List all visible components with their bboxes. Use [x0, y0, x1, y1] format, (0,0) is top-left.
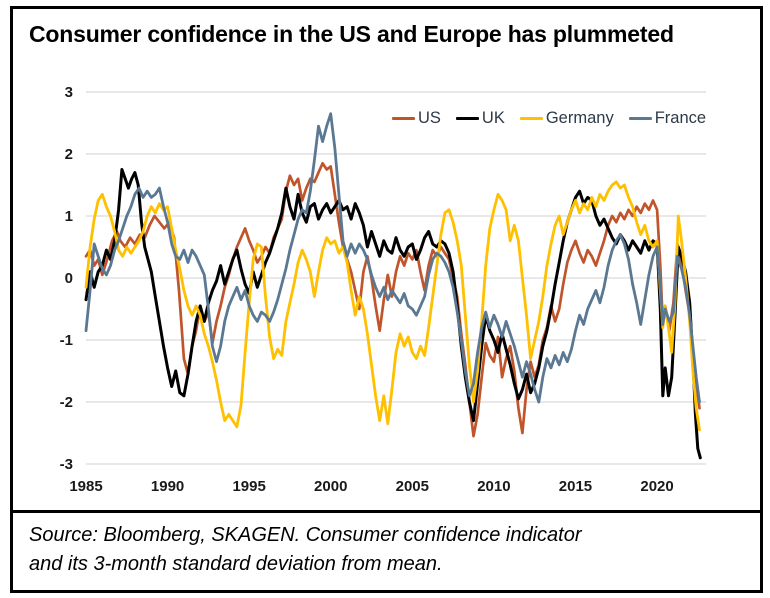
legend-swatch-germany: [519, 116, 543, 121]
y-tick-label--3: -3: [60, 456, 73, 473]
x-tick-label-1995: 1995: [232, 478, 265, 495]
x-tick-label-1985: 1985: [69, 478, 102, 495]
legend-item-germany: Germany: [519, 109, 614, 128]
source-note-line1: Source: Bloomberg, SKAGEN. Consumer conf…: [29, 524, 582, 546]
legend-item-us: US: [392, 109, 441, 128]
legend-label-germany: Germany: [545, 109, 614, 127]
y-tick-label-1: 1: [65, 208, 73, 225]
chart-legend: US UK Germany France: [392, 109, 706, 128]
series-line-us: [84, 161, 701, 438]
y-tick-label--1: -1: [60, 332, 73, 349]
series-line-france: [84, 112, 701, 404]
footer-divider: [13, 510, 760, 513]
series-line-uk: [84, 168, 702, 460]
x-tick-label-2020: 2020: [640, 478, 673, 495]
legend-item-france: France: [628, 109, 707, 128]
y-tick-label--2: -2: [60, 394, 73, 411]
legend-label-us: US: [418, 109, 441, 127]
legend-swatch-us: [392, 116, 415, 121]
x-tick-label-2005: 2005: [396, 478, 429, 495]
x-tick-label-2010: 2010: [477, 478, 510, 495]
legend-swatch-uk: [455, 116, 479, 121]
y-tick-label-2: 2: [65, 146, 73, 163]
series-line-germany: [84, 180, 701, 432]
chart-title: Consumer confidence in the US and Europe…: [29, 21, 674, 47]
x-tick-label-1990: 1990: [151, 478, 184, 495]
x-tick-label-2015: 2015: [559, 478, 592, 495]
source-note-line2: and its 3-month standard deviation from …: [29, 552, 443, 575]
source-note: Source: Bloomberg, SKAGEN. Consumer conf…: [29, 521, 749, 578]
legend-label-france: France: [654, 109, 707, 127]
x-tick-label-2000: 2000: [314, 478, 347, 495]
legend-item-uk: UK: [455, 109, 505, 128]
y-tick-label-3: 3: [65, 84, 73, 101]
legend-swatch-france: [628, 116, 652, 121]
legend-label-uk: UK: [481, 109, 505, 127]
y-tick-label-0: 0: [65, 270, 73, 287]
